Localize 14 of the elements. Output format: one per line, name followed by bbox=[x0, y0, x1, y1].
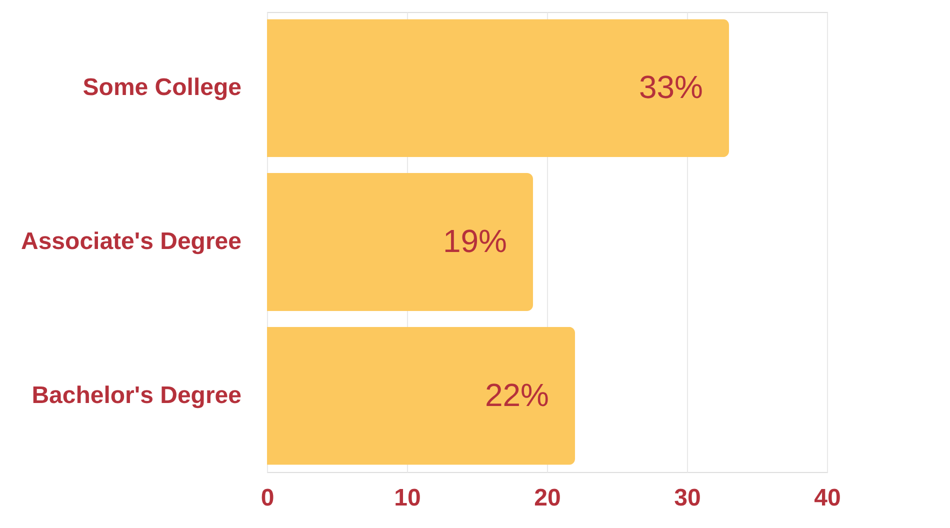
bar bbox=[267, 19, 729, 158]
x-tick-label: 10 bbox=[394, 484, 421, 512]
data-label: 33% bbox=[638, 69, 703, 106]
x-tick-label: 20 bbox=[534, 484, 561, 512]
x-tick-label: 0 bbox=[260, 484, 274, 512]
bar bbox=[267, 326, 575, 465]
bar bbox=[267, 173, 533, 311]
x-tick-label: 30 bbox=[674, 484, 701, 512]
data-label: 19% bbox=[442, 223, 507, 259]
data-label: 22% bbox=[484, 376, 549, 413]
y-tick-label: Some College bbox=[82, 74, 242, 102]
y-tick-label: Associate's Degree bbox=[21, 228, 242, 255]
x-tick-label: 40 bbox=[814, 484, 841, 512]
y-tick-label: Bachelor's Degree bbox=[32, 382, 242, 409]
